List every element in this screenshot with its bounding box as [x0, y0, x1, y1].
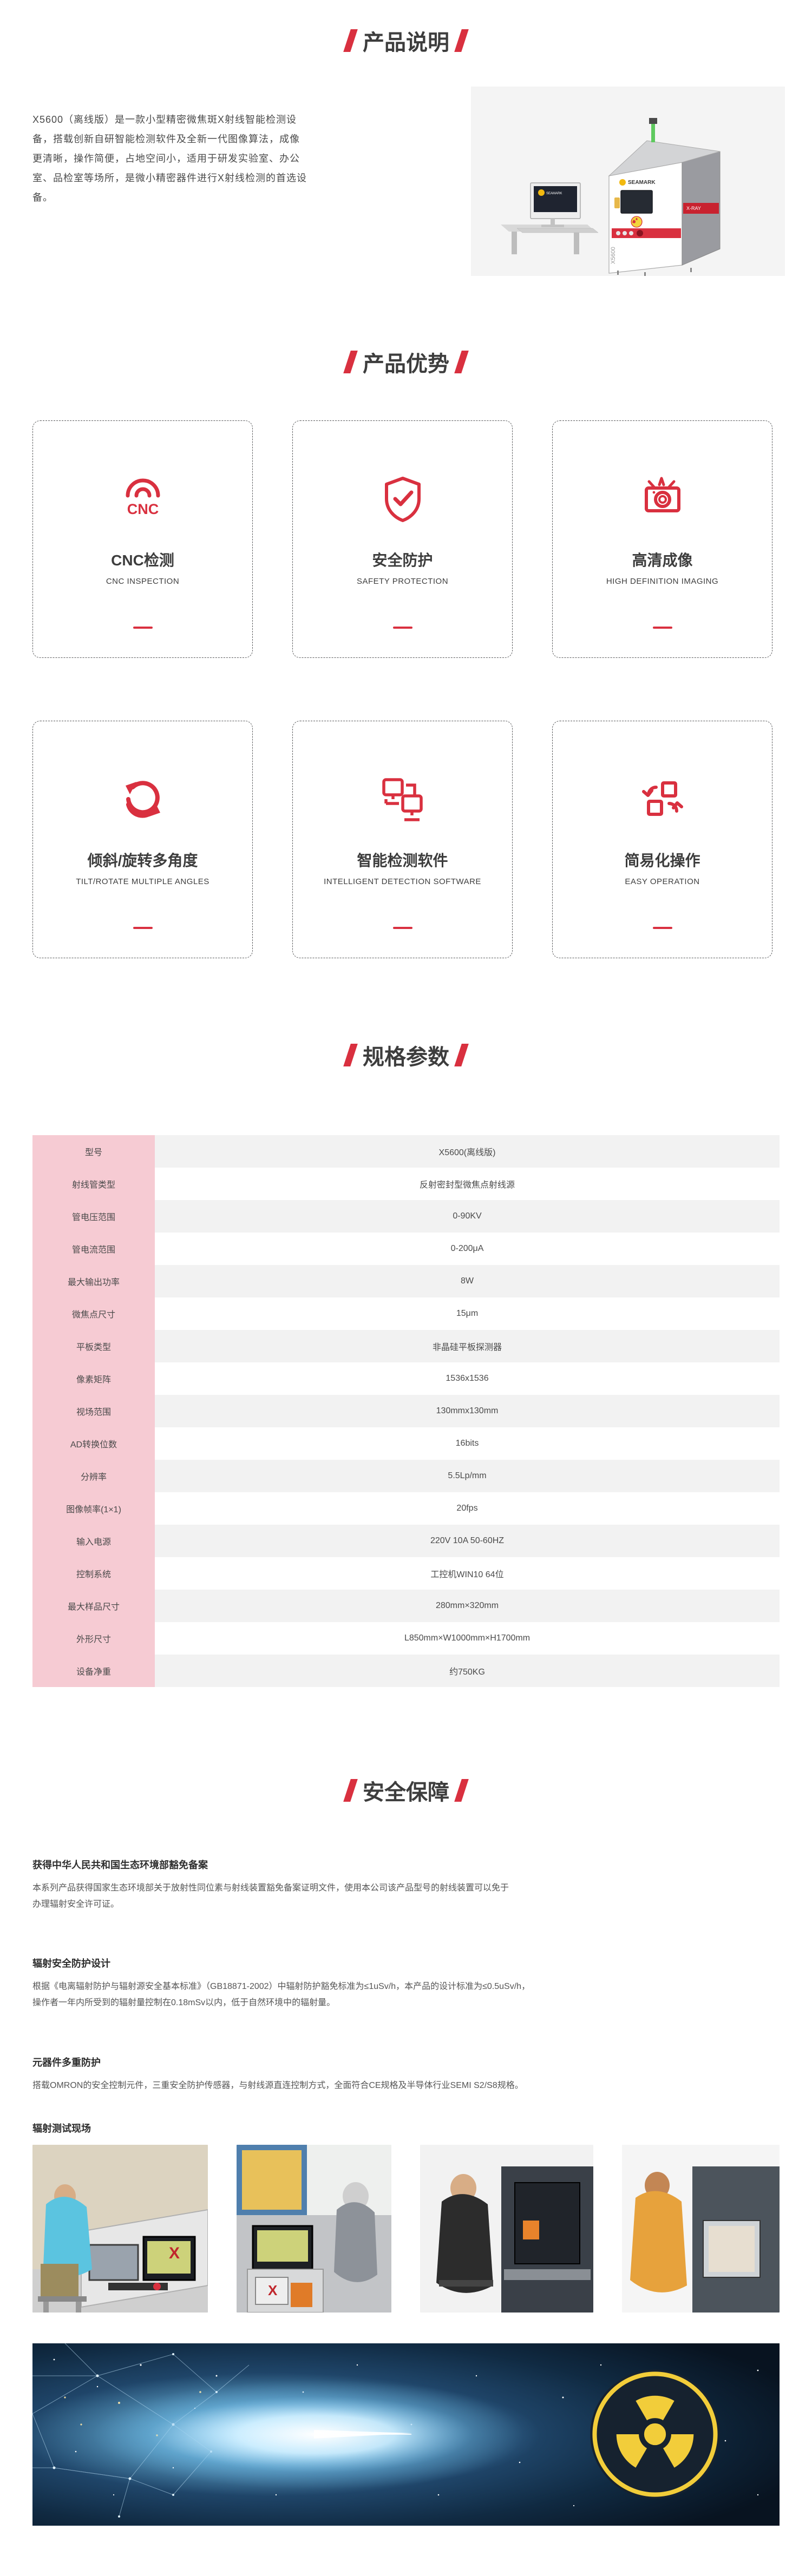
- svg-text:CNC: CNC: [127, 501, 159, 517]
- svg-text:X-RAY: X-RAY: [686, 206, 701, 211]
- svg-text:X5600: X5600: [610, 247, 617, 264]
- svg-text:X: X: [169, 2244, 180, 2262]
- svg-text:SEAMARK: SEAMARK: [546, 192, 562, 195]
- svg-text:X: X: [268, 2282, 278, 2298]
- svg-text:SEAMARK: SEAMARK: [628, 180, 656, 186]
